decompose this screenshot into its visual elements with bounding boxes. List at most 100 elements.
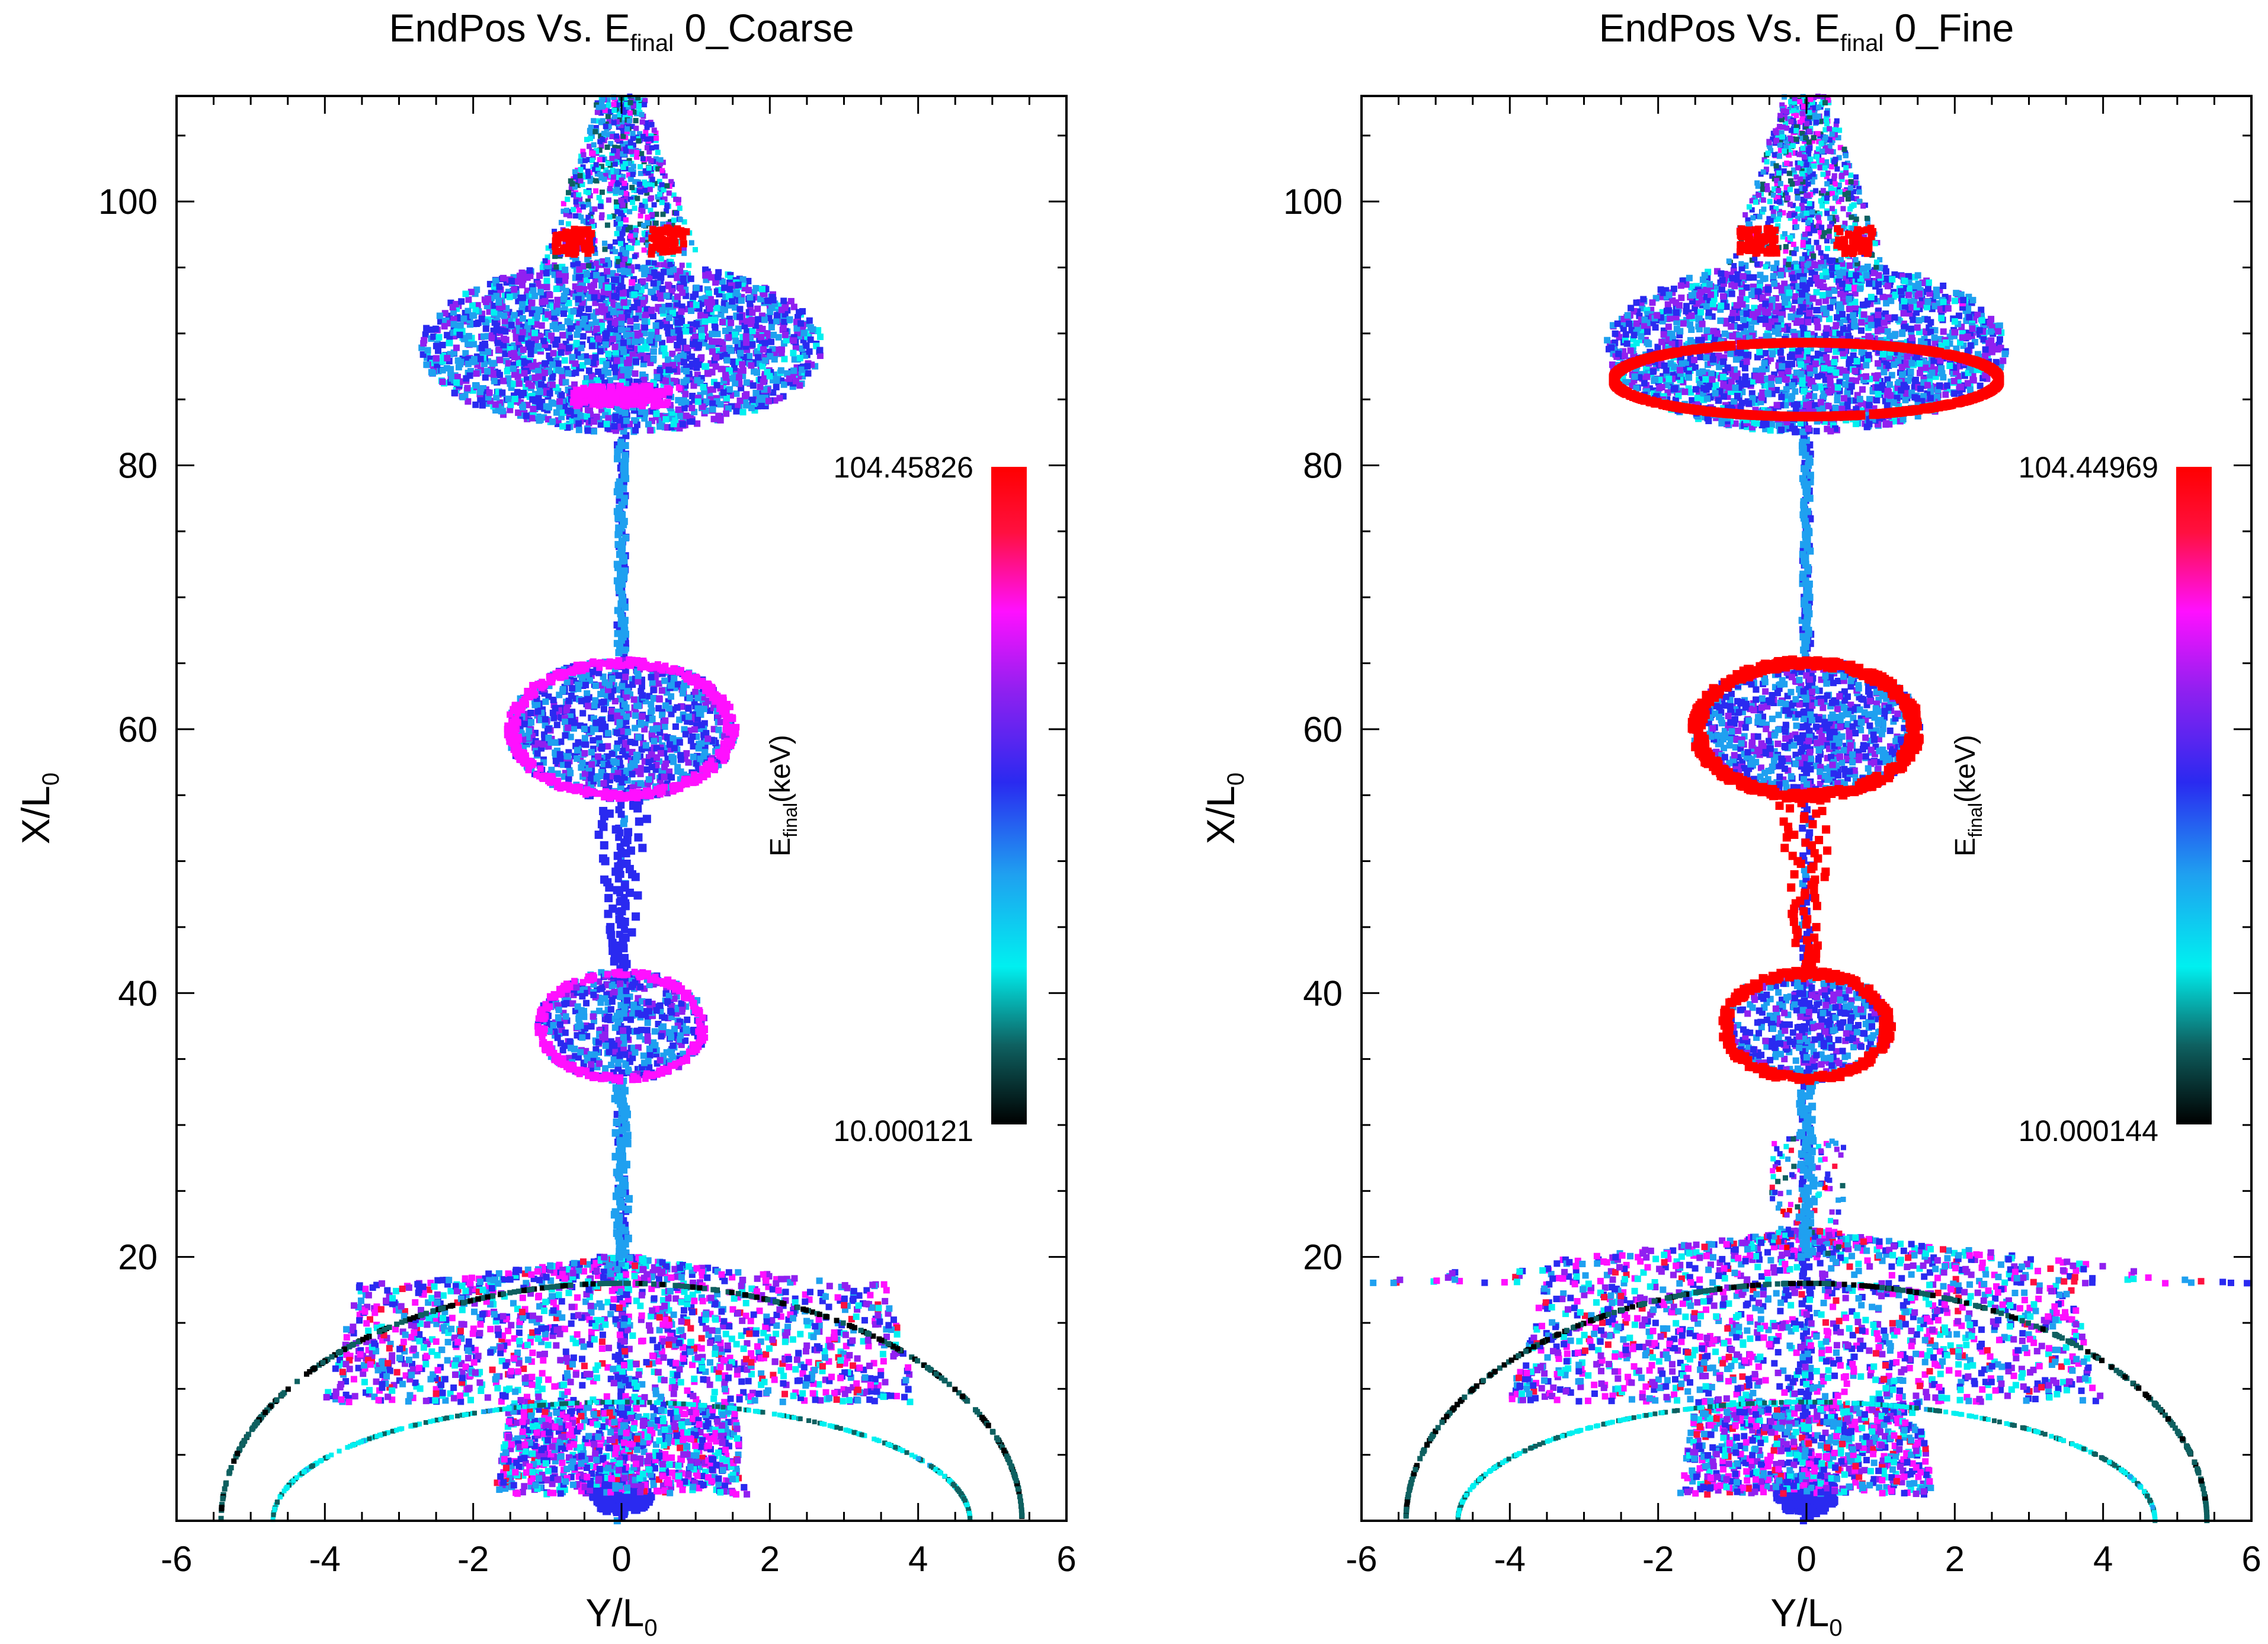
data-point bbox=[576, 1444, 583, 1451]
data-point bbox=[708, 1478, 715, 1485]
data-point bbox=[319, 1458, 324, 1463]
data-point bbox=[262, 1410, 268, 1415]
data-point bbox=[646, 1046, 653, 1052]
data-point bbox=[722, 1278, 728, 1284]
data-point bbox=[697, 1027, 703, 1033]
data-point bbox=[399, 1319, 405, 1325]
data-point bbox=[622, 1005, 628, 1011]
data-point bbox=[609, 998, 616, 1005]
data-point bbox=[389, 1352, 395, 1358]
data-point bbox=[604, 894, 613, 902]
data-point bbox=[704, 1274, 710, 1281]
data-point bbox=[678, 1299, 685, 1305]
data-point bbox=[605, 1015, 611, 1021]
data-point bbox=[626, 1281, 631, 1286]
data-point bbox=[635, 818, 643, 826]
data-point bbox=[562, 1030, 569, 1036]
data-point bbox=[566, 1290, 572, 1296]
data-point bbox=[614, 488, 621, 495]
data-point bbox=[501, 1456, 508, 1463]
data-point bbox=[741, 1484, 747, 1491]
data-point bbox=[608, 939, 617, 947]
data-point bbox=[416, 1365, 422, 1371]
data-point bbox=[801, 1364, 808, 1371]
data-point bbox=[529, 1350, 536, 1356]
data-point bbox=[681, 1307, 687, 1313]
data-point bbox=[591, 1441, 597, 1447]
data-point bbox=[699, 1345, 705, 1352]
data-point bbox=[535, 1335, 542, 1342]
data-point bbox=[538, 1447, 544, 1453]
data-point bbox=[645, 999, 652, 1005]
data-point bbox=[880, 1393, 887, 1400]
data-point bbox=[684, 1017, 690, 1023]
data-point bbox=[642, 1394, 648, 1401]
data-point bbox=[278, 1495, 283, 1499]
data-point bbox=[587, 1400, 592, 1405]
data-point bbox=[798, 1417, 803, 1421]
data-point bbox=[625, 1400, 630, 1405]
data-point bbox=[681, 1289, 687, 1295]
data-point bbox=[384, 1287, 390, 1294]
data-point bbox=[624, 972, 630, 978]
data-point bbox=[593, 1496, 601, 1504]
data-point bbox=[942, 1474, 947, 1479]
data-point bbox=[352, 1442, 357, 1447]
data-point bbox=[849, 1337, 856, 1344]
data-point bbox=[856, 1364, 863, 1371]
data-point bbox=[516, 1289, 521, 1294]
data-point bbox=[275, 1500, 280, 1505]
data-point bbox=[588, 1023, 595, 1030]
data-point bbox=[441, 1324, 447, 1331]
data-point bbox=[274, 1397, 280, 1402]
data-point bbox=[575, 1267, 582, 1274]
data-point bbox=[417, 1385, 424, 1392]
data-point bbox=[812, 1396, 819, 1403]
data-point bbox=[438, 1347, 445, 1353]
data-point bbox=[790, 1337, 796, 1343]
data-point bbox=[557, 1021, 563, 1028]
data-point bbox=[585, 1286, 592, 1293]
data-point bbox=[571, 978, 578, 985]
data-point bbox=[411, 1345, 417, 1352]
data-point bbox=[637, 983, 643, 990]
data-point bbox=[712, 1316, 719, 1323]
data-point bbox=[811, 1334, 817, 1340]
data-point bbox=[604, 1393, 610, 1400]
data-point bbox=[702, 1286, 707, 1291]
data-point bbox=[608, 905, 617, 913]
data-point bbox=[568, 1283, 573, 1288]
data-point bbox=[424, 1420, 428, 1425]
data-point bbox=[703, 1311, 709, 1318]
data-point bbox=[752, 1397, 758, 1403]
data-point bbox=[558, 1061, 564, 1068]
data-point bbox=[845, 1387, 851, 1393]
data-point bbox=[622, 1348, 628, 1354]
data-point bbox=[677, 739, 683, 746]
data-point bbox=[414, 1281, 421, 1287]
data-point bbox=[600, 841, 608, 850]
data-point bbox=[706, 1443, 712, 1449]
data-point bbox=[699, 1365, 706, 1371]
data-point bbox=[575, 1312, 582, 1319]
data-point bbox=[672, 1295, 679, 1302]
data-point bbox=[655, 1401, 659, 1405]
data-point bbox=[626, 889, 634, 897]
data-point bbox=[773, 1280, 779, 1287]
data-point bbox=[729, 1476, 736, 1482]
data-point bbox=[472, 1411, 477, 1415]
data-point bbox=[442, 1376, 449, 1382]
data-point bbox=[595, 831, 603, 839]
data-point bbox=[654, 1344, 661, 1350]
data-point bbox=[826, 1395, 832, 1401]
data-point bbox=[630, 1425, 637, 1431]
data-point bbox=[677, 1032, 684, 1039]
data-point bbox=[617, 1483, 623, 1489]
data-point bbox=[816, 1277, 823, 1284]
data-point bbox=[646, 1008, 652, 1015]
data-point bbox=[602, 1321, 608, 1328]
data-point bbox=[773, 1299, 778, 1304]
data-point bbox=[472, 1369, 479, 1376]
data-point bbox=[609, 983, 616, 989]
data-point bbox=[624, 1235, 632, 1242]
